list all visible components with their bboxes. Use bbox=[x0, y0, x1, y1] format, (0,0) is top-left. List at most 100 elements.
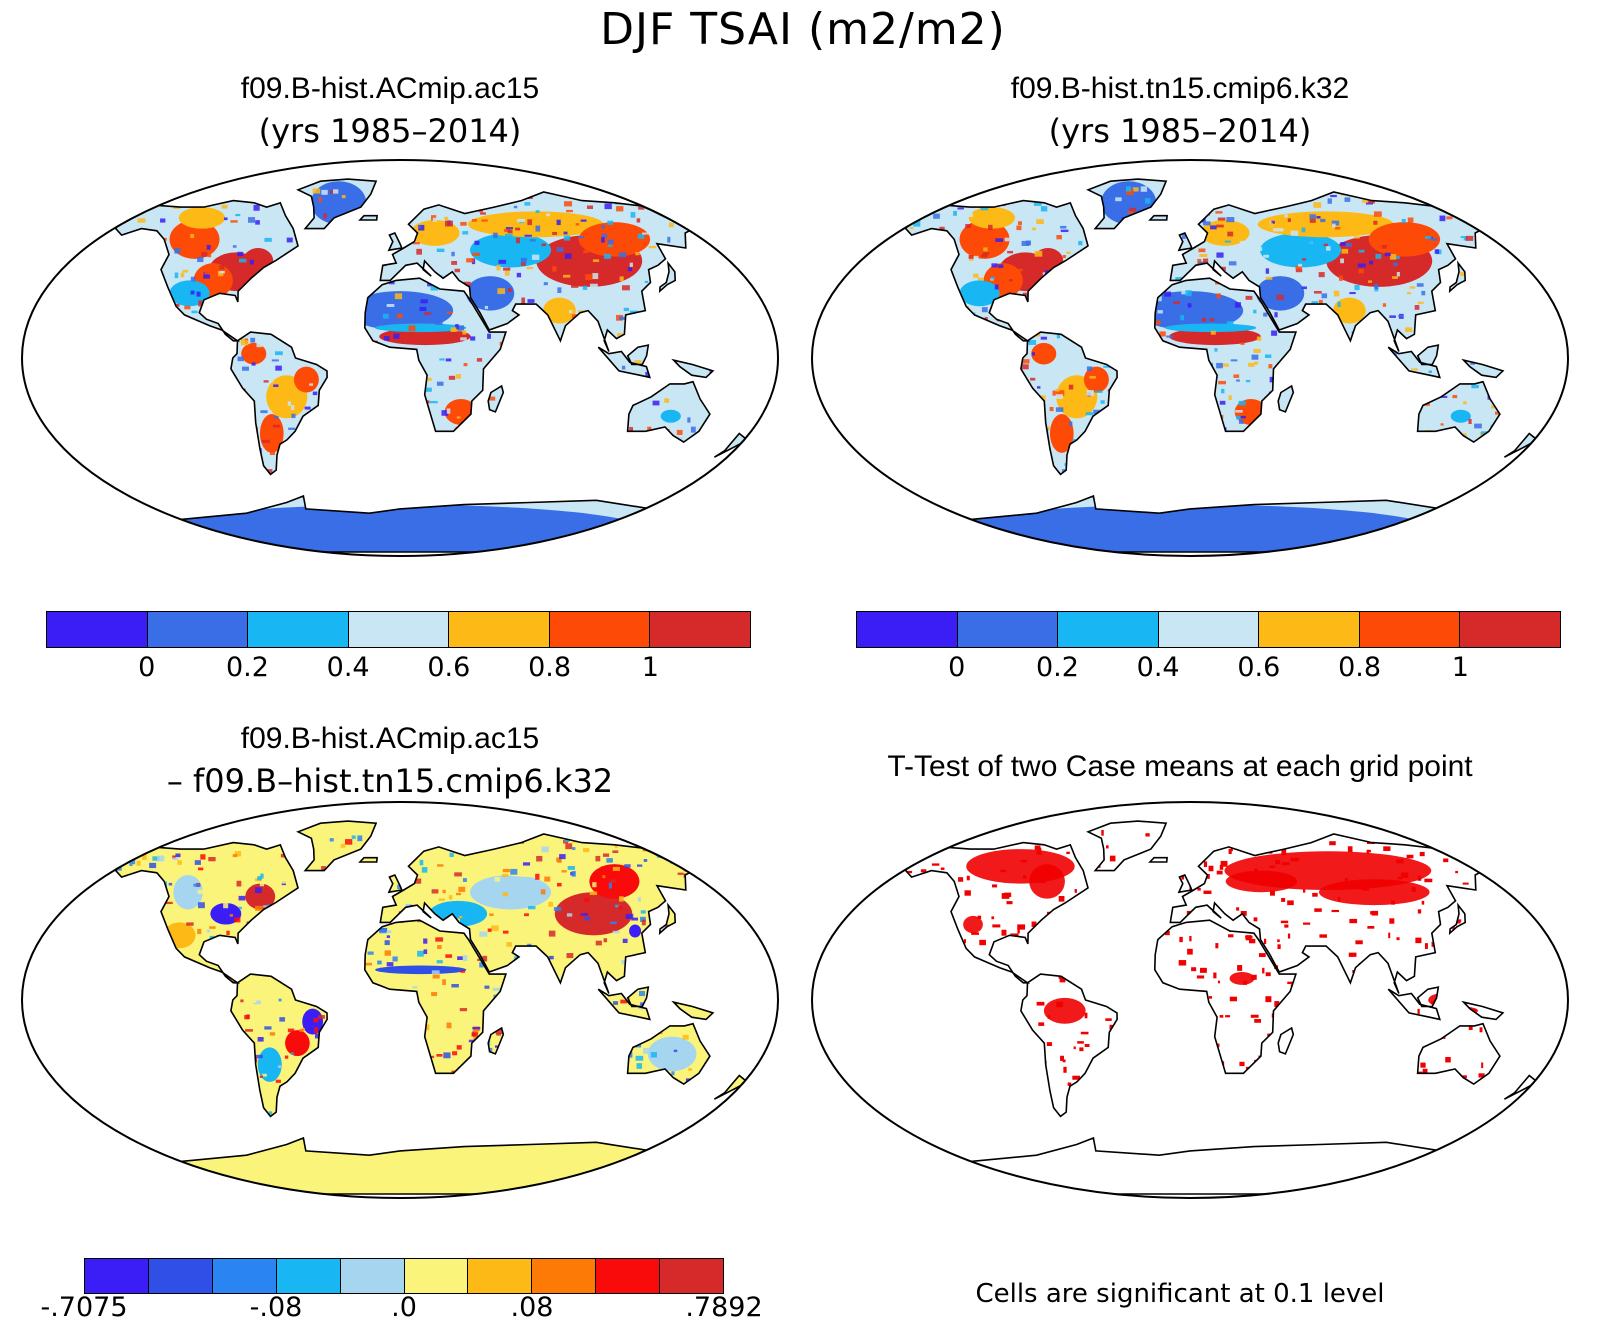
field-cell bbox=[232, 854, 238, 858]
significant-cell bbox=[1527, 901, 1533, 906]
field-cell bbox=[431, 970, 440, 974]
field-cell bbox=[493, 232, 498, 239]
coastline-australia bbox=[626, 1022, 711, 1086]
field-cell bbox=[1301, 286, 1307, 290]
field-cell bbox=[667, 236, 671, 243]
field-cell bbox=[173, 830, 180, 836]
field-cell bbox=[617, 333, 624, 338]
field-cell bbox=[431, 889, 439, 894]
field-cell bbox=[583, 897, 590, 902]
colorbar-diff-box-6 bbox=[468, 1259, 533, 1293]
field-cell bbox=[1077, 410, 1083, 416]
field-cell bbox=[462, 231, 469, 235]
field-cell bbox=[108, 856, 114, 859]
significant-cell bbox=[1145, 833, 1150, 837]
field-cell bbox=[612, 930, 620, 934]
field-cell bbox=[589, 891, 598, 896]
field-cell bbox=[988, 224, 993, 231]
field-cell bbox=[540, 889, 546, 895]
significant-region bbox=[1043, 997, 1086, 1024]
colorbar-diff-box-8 bbox=[596, 1259, 661, 1293]
field-cell bbox=[251, 362, 256, 366]
coastline-samerica bbox=[1020, 973, 1118, 1118]
colorbar-case1-tick-label: 0 bbox=[138, 652, 156, 683]
field-cell bbox=[1318, 272, 1325, 278]
field-cell bbox=[495, 1028, 504, 1035]
colorbar-diff-tick-label: .08 bbox=[510, 1292, 554, 1323]
field-patch bbox=[245, 883, 276, 910]
field-cell bbox=[520, 262, 526, 266]
field-cell bbox=[410, 338, 417, 344]
significant-cell bbox=[1244, 871, 1247, 876]
field-cell bbox=[436, 381, 444, 386]
field-cell bbox=[965, 224, 971, 229]
field-cell bbox=[571, 284, 579, 288]
field-cell bbox=[1535, 441, 1538, 445]
field-cell bbox=[677, 215, 682, 219]
significant-cell bbox=[1101, 829, 1104, 836]
field-cell bbox=[264, 1026, 272, 1030]
significant-cell bbox=[1411, 887, 1416, 892]
significant-cell bbox=[977, 915, 982, 919]
field-cell bbox=[620, 999, 628, 1004]
field-cell bbox=[397, 313, 403, 319]
land-borneo bbox=[627, 345, 649, 365]
significant-cell bbox=[1197, 887, 1201, 891]
field-patch bbox=[1450, 409, 1471, 423]
significant-cell bbox=[1228, 934, 1234, 938]
field-cell bbox=[982, 252, 990, 255]
field-cell bbox=[456, 1000, 463, 1006]
significant-cell bbox=[1034, 845, 1041, 851]
field-cell bbox=[990, 276, 995, 280]
field-cell bbox=[480, 212, 486, 215]
field-cell bbox=[1032, 206, 1041, 211]
significant-cell bbox=[1079, 1047, 1084, 1052]
coastline-indonesia bbox=[1387, 346, 1441, 379]
field-cell bbox=[1330, 194, 1337, 198]
land-guinea bbox=[1463, 1002, 1503, 1020]
field-cell bbox=[172, 855, 176, 859]
field-cell bbox=[299, 1028, 304, 1032]
field-cell bbox=[631, 917, 639, 921]
colorbar-case2-tick-label: 0.4 bbox=[1136, 652, 1180, 683]
field-cell bbox=[527, 219, 533, 226]
significant-cell bbox=[1415, 937, 1422, 944]
field-cell bbox=[564, 253, 572, 259]
field-cell bbox=[528, 905, 536, 910]
colorbar-case2-box-0 bbox=[857, 612, 958, 647]
coastline-uk bbox=[387, 873, 403, 894]
field-cell bbox=[238, 895, 246, 901]
field-cell bbox=[262, 1073, 267, 1077]
coastline-uk bbox=[1177, 873, 1193, 894]
field-cell bbox=[432, 974, 440, 979]
field-cell bbox=[1263, 312, 1268, 317]
field-cell bbox=[688, 1068, 693, 1071]
field-cell bbox=[419, 306, 427, 311]
field-patch bbox=[375, 323, 467, 333]
map-ttest bbox=[811, 801, 1569, 1199]
significant-cell bbox=[1431, 1000, 1434, 1005]
field-cell bbox=[926, 203, 931, 209]
field-cell bbox=[1185, 290, 1192, 297]
coastline-indonesia bbox=[597, 346, 651, 379]
field-cell bbox=[451, 261, 458, 265]
coastline-japan bbox=[658, 902, 677, 936]
significant-cell bbox=[1269, 865, 1276, 868]
field-cell bbox=[578, 236, 585, 239]
field-patch bbox=[1136, 291, 1244, 330]
field-patch bbox=[379, 327, 471, 346]
significant-cell bbox=[1331, 909, 1340, 913]
field-cell bbox=[1358, 307, 1364, 312]
field-cell bbox=[344, 839, 353, 845]
field-cell bbox=[456, 391, 461, 394]
field-cell bbox=[612, 1001, 619, 1005]
field-cell bbox=[690, 426, 696, 433]
field-cell bbox=[386, 935, 391, 938]
field-cell bbox=[471, 334, 476, 337]
field-cell bbox=[652, 400, 660, 406]
field-cell bbox=[606, 858, 613, 863]
field-cell bbox=[236, 880, 242, 887]
field-cell bbox=[1068, 384, 1074, 390]
land-iceland bbox=[360, 857, 378, 862]
coastline-namerica bbox=[114, 199, 299, 342]
